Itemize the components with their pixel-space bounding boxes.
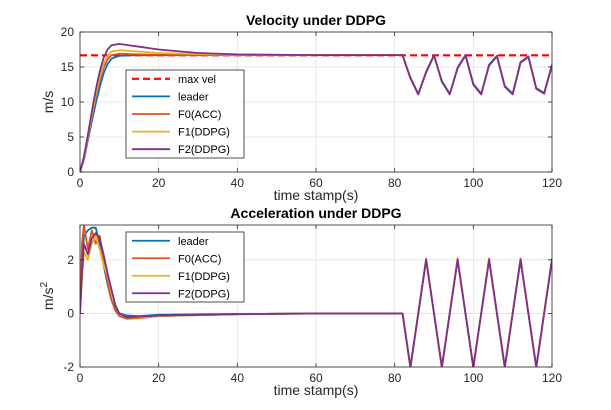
acceleration-y-tick-label-1: 0 (67, 306, 74, 320)
velocity-legend: max vel leader F0(ACC) F1(DDPG) F2(DDPG) (125, 69, 245, 159)
velocity-title: Velocity under DDPG (246, 12, 386, 28)
velocity-x-tick-label-2: 40 (231, 176, 245, 190)
acceleration-x-tick-label-6: 120 (542, 371, 562, 385)
acceleration-title: Acceleration under DDPG (230, 205, 401, 221)
acceleration-y-tick-label-2: 2 (67, 253, 74, 267)
velocity-series-f2-ddpg (80, 43, 552, 172)
velocity-legend-label-1: leader (178, 91, 209, 103)
velocity-y-tick-label-4: 20 (61, 25, 75, 39)
velocity-x-tick-label-5: 100 (463, 176, 483, 190)
velocity-x-tick-label-0: 0 (77, 176, 84, 190)
acceleration-legend-label-3: F2(DDPG) (178, 288, 230, 300)
velocity-legend-label-2: F0(ACC) (178, 109, 221, 121)
acceleration-x-tick-label-2: 40 (231, 371, 245, 385)
acceleration-x-label: time stamp(s) (274, 382, 359, 398)
velocity-y-tick-label-0: 0 (67, 165, 74, 179)
velocity-x-tick-label-6: 120 (542, 176, 562, 190)
acceleration-series-f2-ddpg (80, 232, 552, 367)
velocity-y-label: m/s (40, 91, 56, 114)
acceleration-legend-label-0: leader (178, 236, 209, 248)
velocity-lines (80, 43, 552, 172)
acceleration-x-tick-label-0: 0 (77, 371, 84, 385)
acceleration-x-tick-label-1: 20 (152, 371, 166, 385)
acceleration-legend-box (125, 231, 245, 303)
velocity-y-tick-label-2: 10 (61, 95, 75, 109)
acceleration-chart: 0 20 40 60 80 100 120-202 Acceleration under D… (39, 205, 562, 398)
acceleration-legend: leader F0(ACC) F1(DDPG) F2(DDPG) (125, 231, 245, 303)
velocity-x-tick-label-1: 20 (152, 176, 166, 190)
acceleration-y-label: m/s2 (39, 282, 56, 311)
acceleration-y-tick-label-0: -2 (63, 360, 74, 374)
acceleration-x-tick-label-3: 60 (309, 371, 323, 385)
velocity-y-tick-label-3: 15 (61, 60, 75, 74)
acceleration-x-tick-label-5: 100 (463, 371, 483, 385)
velocity-x-tick-label-4: 80 (388, 176, 402, 190)
acceleration-lines (80, 225, 552, 367)
velocity-legend-label-0: max vel (178, 74, 216, 86)
acceleration-y-label-sup: 2 (39, 282, 50, 288)
velocity-legend-label-4: F2(DDPG) (178, 144, 230, 156)
velocity-y-tick-label-1: 5 (67, 130, 74, 144)
velocity-chart: 0 20 40 60 80 100 120 0 5 10 15 20 Velocity under D… (40, 12, 562, 203)
velocity-x-label: time stamp(s) (274, 187, 359, 203)
acceleration-legend-label-2: F1(DDPG) (178, 271, 230, 283)
acceleration-y-label-base: m/s (40, 288, 56, 311)
velocity-legend-label-3: F1(DDPG) (178, 127, 230, 139)
velocity-x-tick-label-3: 60 (309, 176, 323, 190)
acceleration-legend-label-1: F0(ACC) (178, 253, 221, 265)
acceleration-x-tick-label-4: 80 (388, 371, 402, 385)
acceleration-ticks: 0 20 40 60 80 100 120-202 (63, 225, 562, 385)
velocity-ticks: 0 20 40 60 80 100 120 0 5 10 15 20 (61, 25, 563, 190)
